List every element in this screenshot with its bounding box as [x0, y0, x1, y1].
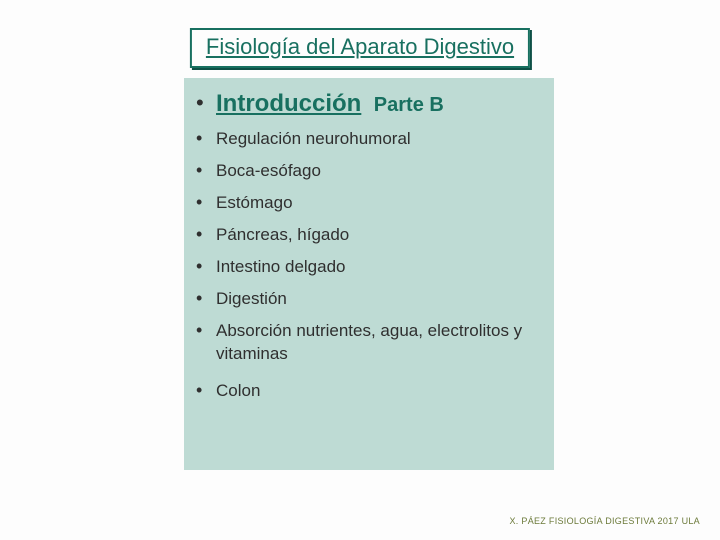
bullet-icon: •: [196, 321, 216, 339]
list-item: • Estómago: [196, 192, 542, 215]
item-text: Estómago: [216, 192, 293, 215]
bullet-icon: •: [196, 225, 216, 243]
bullet-icon: •: [196, 289, 216, 307]
item-text: Intestino delgado: [216, 256, 346, 279]
list-item: • Absorción nutrientes, agua, electrolit…: [196, 320, 542, 366]
footer-text: X. PÁEZ FISIOLOGÍA DIGESTIVA 2017 ULA: [509, 516, 700, 526]
list-item: • Colon: [196, 380, 542, 403]
list-item: • Boca-esófago: [196, 160, 542, 183]
title-box: Fisiología del Aparato Digestivo: [190, 28, 530, 68]
item-text: Digestión: [216, 288, 287, 311]
bullet-icon: •: [196, 193, 216, 211]
item-text: Regulación neurohumoral: [216, 128, 411, 151]
item-text: Boca-esófago: [216, 160, 321, 183]
bullet-icon: •: [196, 161, 216, 179]
list-item: • Digestión: [196, 288, 542, 311]
bullet-icon: •: [196, 92, 216, 114]
slide-title: Fisiología del Aparato Digestivo: [206, 34, 514, 59]
slide: Fisiología del Aparato Digestivo • Intro…: [0, 0, 720, 540]
lead-main: Introducción: [216, 90, 361, 117]
list-item: • Regulación neurohumoral: [196, 128, 542, 151]
content-panel: • Introducción Parte B • Regulación neur…: [184, 78, 554, 470]
lead-suffix: Parte B: [374, 94, 444, 116]
bullet-icon: •: [196, 381, 216, 399]
lead-row: • Introducción Parte B: [196, 90, 542, 118]
bullet-icon: •: [196, 257, 216, 275]
bullet-icon: •: [196, 129, 216, 147]
list-item: • Páncreas, hígado: [196, 224, 542, 247]
item-text: Colon: [216, 380, 260, 403]
item-text: Absorción nutrientes, agua, electrolitos…: [216, 320, 542, 366]
lead-wrap: Introducción Parte B: [216, 90, 444, 118]
item-text: Páncreas, hígado: [216, 224, 349, 247]
list-item: • Intestino delgado: [196, 256, 542, 279]
